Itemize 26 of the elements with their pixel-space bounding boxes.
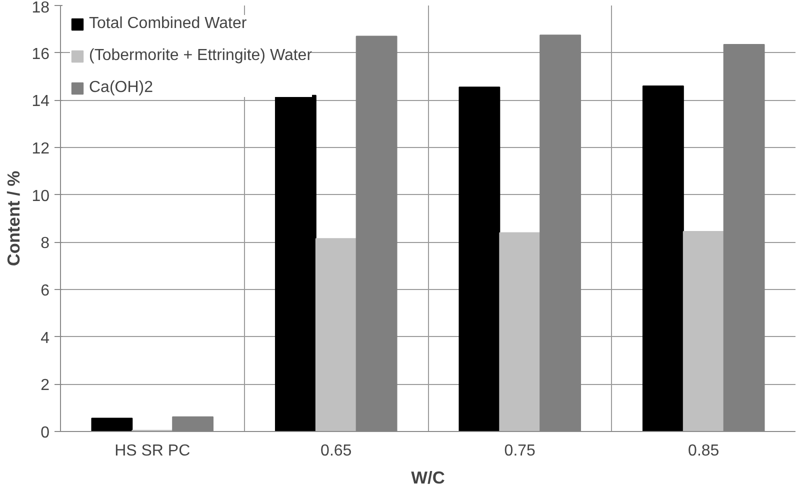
legend-label: (Tobermorite + Ettringite) Water <box>89 47 312 65</box>
bar <box>315 238 357 432</box>
y-tick-label: 4 <box>40 330 50 347</box>
y-tick-label: 2 <box>40 377 50 394</box>
x-tick-label: HS SR PC <box>114 442 190 460</box>
legend-label: Ca(OH)2 <box>89 79 154 97</box>
x-tick-label: 0.85 <box>688 442 720 460</box>
x-axis-title: W/C <box>411 468 446 488</box>
legend-label: Total Combined Water <box>89 15 247 33</box>
y-tick-label: 10 <box>32 188 50 205</box>
bar <box>682 231 724 432</box>
bar <box>642 85 684 432</box>
x-tick-label: 0.75 <box>504 442 536 460</box>
y-tick-label: 14 <box>32 93 50 110</box>
y-tick-label: 0 <box>40 424 50 442</box>
bar <box>499 232 541 432</box>
y-axis-title: Content / % <box>4 170 24 266</box>
x-tick-label: 0.65 <box>320 442 352 460</box>
bar <box>458 86 500 432</box>
y-tick-label: 12 <box>32 140 50 158</box>
y-tick-label: 6 <box>40 282 50 300</box>
bar <box>91 418 133 432</box>
y-tick-label: 18 <box>32 0 50 16</box>
bar <box>274 94 316 432</box>
y-tick-label: 16 <box>32 46 50 63</box>
y-tick-label: 8 <box>40 235 50 252</box>
